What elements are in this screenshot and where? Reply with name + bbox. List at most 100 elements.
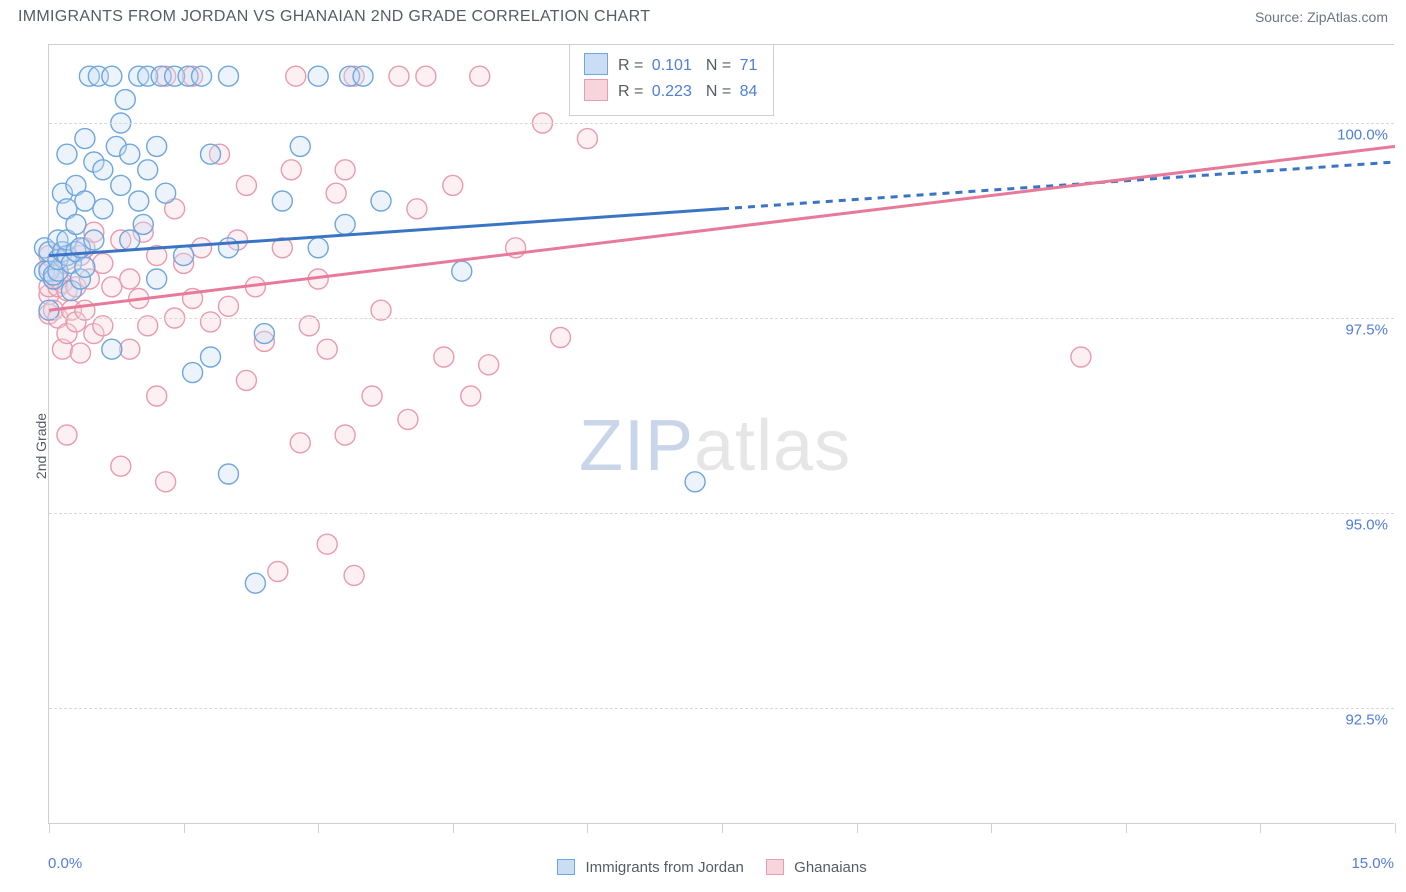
- y-tick-label: 100.0%: [1337, 127, 1388, 144]
- data-point: [577, 129, 597, 149]
- stat-row: R = 0.101N = 71: [584, 53, 757, 79]
- data-point: [115, 90, 135, 110]
- stat-n-label: N =: [706, 83, 736, 100]
- data-point: [443, 175, 463, 195]
- bottom-legend: Immigrants from Jordan Ghanaians: [0, 859, 1406, 876]
- x-tick: [1126, 823, 1127, 833]
- stat-legend-box: R = 0.101N = 71R = 0.223N = 84: [569, 45, 774, 116]
- data-point: [308, 66, 328, 86]
- data-point: [93, 199, 113, 219]
- data-point: [286, 66, 306, 86]
- data-point: [550, 328, 570, 348]
- data-point: [416, 66, 436, 86]
- gridline-h: [49, 708, 1394, 709]
- data-point: [254, 324, 274, 344]
- stat-r-label: R =: [618, 83, 648, 100]
- data-point: [407, 199, 427, 219]
- data-point: [353, 66, 373, 86]
- x-tick: [318, 823, 319, 833]
- data-point: [317, 534, 337, 554]
- data-point: [133, 214, 153, 234]
- x-tick: [1395, 823, 1396, 833]
- data-point: [174, 246, 194, 266]
- legend-swatch-series2: [766, 859, 784, 875]
- data-point: [236, 175, 256, 195]
- data-point: [201, 312, 221, 332]
- data-point: [479, 355, 499, 375]
- data-point: [93, 253, 113, 273]
- data-point: [470, 66, 490, 86]
- data-point: [111, 456, 131, 476]
- data-point: [245, 573, 265, 593]
- scatter-svg: [49, 45, 1394, 823]
- chart-plot-area: ZIPatlas R = 0.101N = 71R = 0.223N = 84 …: [48, 44, 1394, 824]
- data-point: [75, 129, 95, 149]
- data-point: [308, 238, 328, 258]
- data-point: [218, 238, 238, 258]
- stat-swatch: [584, 53, 608, 75]
- data-point: [70, 343, 90, 363]
- data-point: [281, 160, 301, 180]
- legend-label-series2: Ghanaians: [794, 859, 867, 876]
- data-point: [268, 562, 288, 582]
- y-tick-label: 97.5%: [1345, 322, 1388, 339]
- data-point: [326, 183, 346, 203]
- data-point: [120, 269, 140, 289]
- data-point: [218, 464, 238, 484]
- data-point: [129, 191, 149, 211]
- data-point: [66, 214, 86, 234]
- data-point: [147, 386, 167, 406]
- data-point: [272, 191, 292, 211]
- data-point: [84, 230, 104, 250]
- data-point: [317, 339, 337, 359]
- stat-r-value: 0.101: [652, 57, 692, 74]
- data-point: [461, 386, 481, 406]
- x-tick: [1260, 823, 1261, 833]
- data-point: [335, 425, 355, 445]
- data-point: [57, 425, 77, 445]
- data-point: [685, 472, 705, 492]
- x-tick: [453, 823, 454, 833]
- y-tick-label: 92.5%: [1345, 712, 1388, 729]
- stat-n-value: 84: [740, 83, 758, 100]
- data-point: [362, 386, 382, 406]
- stat-row: R = 0.223 N = 84: [584, 79, 757, 105]
- x-tick: [49, 823, 50, 833]
- stat-r-value: 0.223: [652, 83, 692, 100]
- gridline-h: [49, 513, 1394, 514]
- data-point: [102, 339, 122, 359]
- data-point: [147, 269, 167, 289]
- data-point: [452, 261, 472, 281]
- data-point: [120, 339, 140, 359]
- data-point: [192, 238, 212, 258]
- data-point: [218, 296, 238, 316]
- data-point: [335, 214, 355, 234]
- stat-r-label: R =: [618, 57, 648, 74]
- data-point: [218, 66, 238, 86]
- data-point: [93, 160, 113, 180]
- x-tick: [857, 823, 858, 833]
- legend-label-series1: Immigrants from Jordan: [585, 859, 743, 876]
- data-point: [75, 191, 95, 211]
- data-point: [156, 183, 176, 203]
- data-point: [201, 347, 221, 367]
- data-point: [398, 409, 418, 429]
- data-point: [111, 175, 131, 195]
- trend-line: [722, 162, 1395, 209]
- gridline-h: [49, 123, 1394, 124]
- y-axis-title: 2nd Grade: [33, 413, 49, 479]
- source-label: Source: ZipAtlas.com: [1255, 9, 1388, 25]
- data-point: [389, 66, 409, 86]
- data-point: [183, 363, 203, 383]
- stat-n-label: N =: [706, 57, 736, 74]
- data-point: [371, 191, 391, 211]
- legend-swatch-series1: [557, 859, 575, 875]
- x-tick: [587, 823, 588, 833]
- data-point: [57, 144, 77, 164]
- data-point: [335, 160, 355, 180]
- chart-title: IMMIGRANTS FROM JORDAN VS GHANAIAN 2ND G…: [18, 8, 650, 26]
- data-point: [236, 370, 256, 390]
- data-point: [102, 277, 122, 297]
- data-point: [147, 136, 167, 156]
- data-point: [120, 144, 140, 164]
